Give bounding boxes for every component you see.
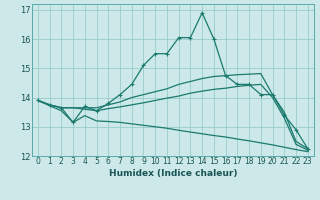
X-axis label: Humidex (Indice chaleur): Humidex (Indice chaleur) bbox=[108, 169, 237, 178]
